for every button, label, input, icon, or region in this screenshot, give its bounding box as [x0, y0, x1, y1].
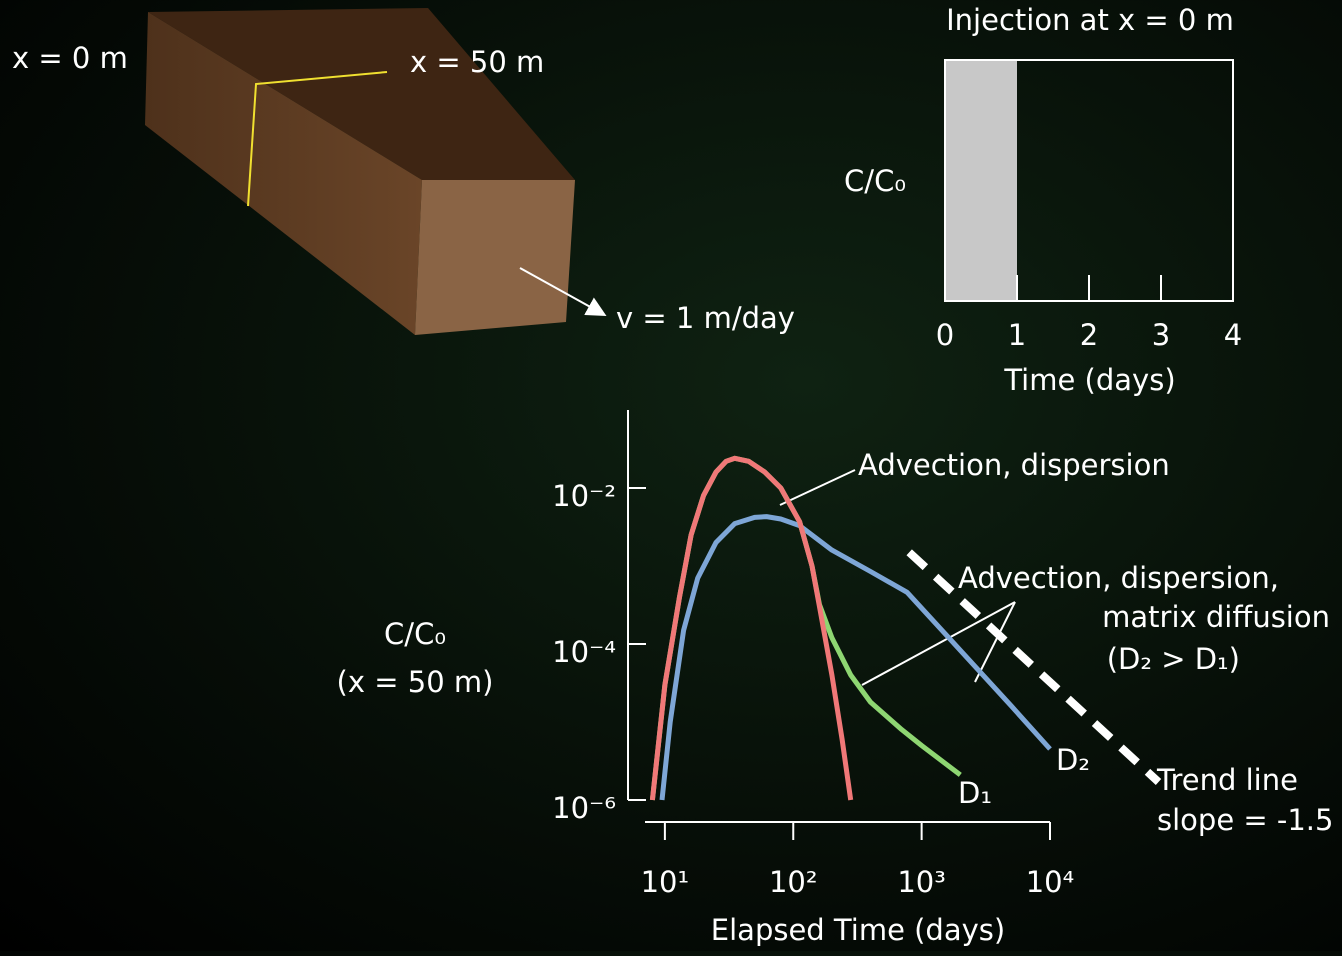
y-tick-label: 10⁻² — [552, 479, 616, 513]
x-tick-label: 10³ — [897, 865, 946, 899]
block-front — [415, 180, 575, 335]
y-axis-label: (x = 50 m) — [337, 665, 494, 699]
page: x = 0 m x = 50 m v = 1 m/day 0 1 2 3 4 Inject… — [0, 0, 1342, 951]
trend-label: Trend line — [1156, 763, 1298, 797]
x-tick-label: 0 — [936, 318, 954, 352]
y-axis-label: C/C₀ — [844, 164, 906, 198]
y-tick-label: 10⁻⁶ — [552, 791, 616, 825]
x-axis-label: Elapsed Time (days) — [711, 913, 1005, 947]
x-tick-label: 10¹ — [641, 865, 690, 899]
x-tick-label: 2 — [1080, 318, 1098, 352]
leader-line — [862, 602, 1015, 685]
x-axis-label: Time (days) — [1003, 363, 1175, 397]
y-tick-label: 10⁻⁴ — [552, 635, 616, 669]
y-axis-label: C/C₀ — [384, 617, 446, 651]
pulse-area — [945, 60, 1017, 301]
series-label: Advection, dispersion — [858, 448, 1170, 482]
label: x = 50 m — [410, 45, 544, 79]
x-tick-label: 10⁴ — [1026, 865, 1075, 899]
annotation: Advection, dispersion, — [958, 561, 1279, 595]
series-label: D₂ — [1056, 743, 1090, 777]
annotation: matrix diffusion — [1102, 600, 1330, 634]
figure: x = 0 m x = 50 m v = 1 m/day 0 1 2 3 4 Inject… — [0, 0, 1342, 951]
x-tick-label: 1 — [1008, 318, 1026, 352]
x-tick-label: 10² — [769, 865, 818, 899]
leader-line — [780, 470, 855, 505]
chart-title: Injection at x = 0 m — [946, 3, 1234, 37]
label: x = 0 m — [12, 41, 128, 75]
x-tick-label: 4 — [1224, 318, 1242, 352]
trend-label: slope = -1.5 — [1157, 803, 1333, 837]
annotation: (D₂ > D₁) — [1107, 642, 1240, 676]
series-label: D₁ — [958, 776, 992, 810]
series-line — [662, 517, 1050, 800]
label: v = 1 m/day — [616, 301, 795, 335]
x-tick-label: 3 — [1152, 318, 1170, 352]
